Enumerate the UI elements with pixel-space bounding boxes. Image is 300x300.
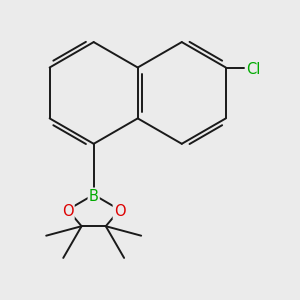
- Text: B: B: [89, 189, 99, 204]
- Text: Cl: Cl: [247, 61, 261, 76]
- Text: O: O: [62, 204, 74, 219]
- Text: O: O: [114, 204, 125, 219]
